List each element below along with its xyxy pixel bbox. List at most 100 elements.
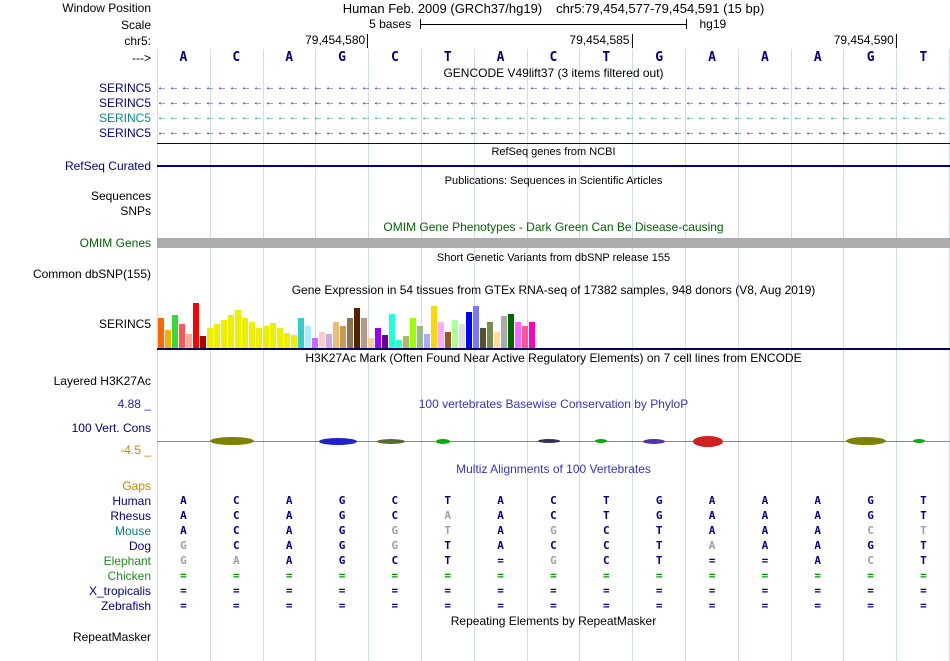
track-header-conservation[interactable]: 100 vertebrates Basewise Conservation by…	[418, 397, 689, 411]
omim-gene-bar[interactable]	[157, 237, 950, 248]
alignment-cell: A	[180, 524, 187, 537]
conservation-track-label[interactable]: 100 Vert. Cons	[71, 421, 151, 435]
alignment-cell: =	[285, 569, 293, 582]
gene-label-serinc5[interactable]: SERINC5	[98, 95, 151, 110]
alignment-cell: =	[285, 584, 293, 597]
track-header-gtex[interactable]: Gene Expression in 54 tissues from GTEx …	[291, 283, 816, 297]
track-header-refseq[interactable]: RefSeq genes from NCBI	[491, 145, 616, 158]
transcript-track[interactable]: ←←←←←←←←←←←←←←←←←←←←←←←←←←←←←←←←←←←←←←←←…	[157, 125, 950, 140]
transcript-arrows: ←←←←←←←←←←←←←←←←←←←←←←←←←←←←←←←←←←←←←←←←…	[157, 97, 950, 108]
gencode-header-row: GENCODE V49lift37 (3 items filtered out)	[0, 66, 950, 80]
alignment-cell: =	[602, 569, 610, 582]
repeatmasker-header-row: Repeating Elements by RepeatMasker	[0, 613, 950, 629]
refseq-gene-line[interactable]	[157, 164, 950, 167]
gtex-baseline	[157, 348, 950, 350]
track-header-multiz[interactable]: Multiz Alignments of 100 Vertebrates	[456, 462, 651, 476]
gtex-bar	[473, 306, 479, 348]
alignment-cell: G	[550, 554, 557, 567]
gtex-bar	[207, 328, 213, 348]
gtex-bar	[487, 322, 493, 348]
gtex-bar	[396, 340, 402, 348]
gtex-bar	[515, 322, 521, 348]
conservation-mark	[318, 437, 357, 445]
track-header-gencode[interactable]: GENCODE V49lift37 (3 items filtered out)	[443, 66, 664, 80]
alignment-cell: =	[708, 584, 716, 597]
track-header-h3k27ac[interactable]: H3K27Ac Mark (Often Found Near Active Re…	[305, 351, 802, 365]
alignment-cell: A	[761, 539, 769, 552]
gtex-bar	[319, 332, 325, 348]
alignment-row: X_tropicalis = = = = = = = = = = = = = = =	[0, 583, 950, 598]
coordinate-tick: 79,454,580	[305, 34, 369, 48]
reference-base: A	[708, 50, 716, 65]
gridline	[420, 49, 422, 661]
gene-label-serinc5[interactable]: SERINC5	[98, 80, 151, 95]
track-header-dbsnp[interactable]: Short Genetic Variants from dbSNP releas…	[436, 252, 671, 264]
alignment-cell: G	[338, 524, 346, 537]
species-label-rhesus[interactable]: Rhesus	[110, 508, 151, 523]
alignment-cell: =	[550, 569, 557, 582]
gaps-label: Gaps	[122, 478, 151, 493]
alignment-cell: T	[444, 494, 452, 507]
alignment-cell: A	[232, 554, 240, 567]
gtex-expression-chart[interactable]	[157, 298, 950, 350]
alignment-cell: A	[814, 554, 822, 567]
sequences-label[interactable]: Sequences	[90, 189, 151, 203]
transcript-track[interactable]: ←←←←←←←←←←←←←←←←←←←←←←←←←←←←←←←←←←←←←←←←…	[157, 80, 950, 95]
gridline	[896, 49, 898, 661]
alignment-cell: A	[497, 494, 504, 507]
reference-base: A	[179, 50, 188, 65]
transcript-track[interactable]: ←←←←←←←←←←←←←←←←←←←←←←←←←←←←←←←←←←←←←←←←…	[157, 110, 950, 125]
conservation-max-label: 4.88 _	[117, 397, 151, 411]
conservation-mark	[537, 439, 560, 443]
gtex-gene-label[interactable]: SERINC5	[98, 317, 151, 331]
species-label-elephant[interactable]: Elephant	[103, 553, 151, 568]
alignment-cell: =	[920, 584, 927, 597]
conservation-plot[interactable]	[157, 412, 950, 460]
gene-label-serinc5[interactable]: SERINC5	[98, 125, 151, 140]
species-label-chicken[interactable]: Chicken	[107, 568, 151, 583]
transcript-track[interactable]: ←←←←←←←←←←←←←←←←←←←←←←←←←←←←←←←←←←←←←←←←…	[157, 95, 950, 110]
alignment-cell: =	[444, 584, 452, 597]
omim-genes-label[interactable]: OMIM Genes	[79, 235, 151, 250]
alignment-cell: G	[391, 539, 399, 552]
alignment-cell: T	[920, 554, 927, 567]
reference-base: G	[866, 50, 875, 65]
strand-direction-label: --->	[132, 50, 151, 65]
alignment-cell: C	[602, 524, 610, 537]
snps-label[interactable]: SNPs	[120, 203, 151, 218]
conservation-mark	[845, 437, 886, 445]
species-label-x_tropicalis[interactable]: X_tropicalis	[88, 583, 151, 598]
gtex-bar	[186, 334, 192, 348]
layered-h3k27ac-label[interactable]: Layered H3K27Ac	[53, 374, 151, 388]
alignment-cell: G	[550, 524, 557, 537]
alignment-cell: =	[338, 599, 346, 612]
track-header-omim[interactable]: OMIM Gene Phenotypes - Dark Green Can Be…	[383, 219, 724, 234]
species-label-zebrafish[interactable]: Zebrafish	[100, 598, 151, 613]
track-header-repeatmasker[interactable]: Repeating Elements by RepeatMasker	[450, 614, 657, 628]
species-label-mouse[interactable]: Mouse	[114, 523, 151, 538]
gtex-bar	[459, 324, 465, 348]
repeatmasker-label[interactable]: RepeatMasker	[72, 629, 151, 644]
track-header-publications[interactable]: Publications: Sequences in Scientific Ar…	[444, 175, 663, 187]
alignment-cell: =	[761, 599, 769, 612]
common-dbsnp-label[interactable]: Common dbSNP(155)	[32, 267, 151, 281]
gencode-transcripts: SERINC5 ←←←←←←←←←←←←←←←←←←←←←←←←←←←←←←←←←…	[0, 80, 950, 140]
alignment-cell: =	[655, 584, 663, 597]
multiz-gaps-row: Gaps	[0, 478, 950, 493]
gridline	[526, 49, 528, 661]
alignment-cell: C	[391, 494, 399, 507]
scale-bases-text: 5 bases	[369, 17, 412, 31]
species-label-human[interactable]: Human	[112, 493, 151, 508]
gtex-bar	[466, 312, 472, 348]
alignment-cell: G	[655, 509, 663, 522]
alignment-cell: =	[708, 569, 716, 582]
gene-label-serinc5[interactable]: SERINC5	[98, 110, 151, 125]
gtex-bar	[403, 336, 409, 348]
gtex-bar	[438, 322, 444, 348]
gencode-baseline-row	[0, 140, 950, 145]
species-label-dog[interactable]: Dog	[128, 538, 151, 553]
refseq-curated-label[interactable]: RefSeq Curated	[64, 158, 151, 173]
gtex-bar	[249, 322, 255, 348]
alignment-cell: =	[814, 599, 822, 612]
gtex-bar	[256, 328, 262, 348]
